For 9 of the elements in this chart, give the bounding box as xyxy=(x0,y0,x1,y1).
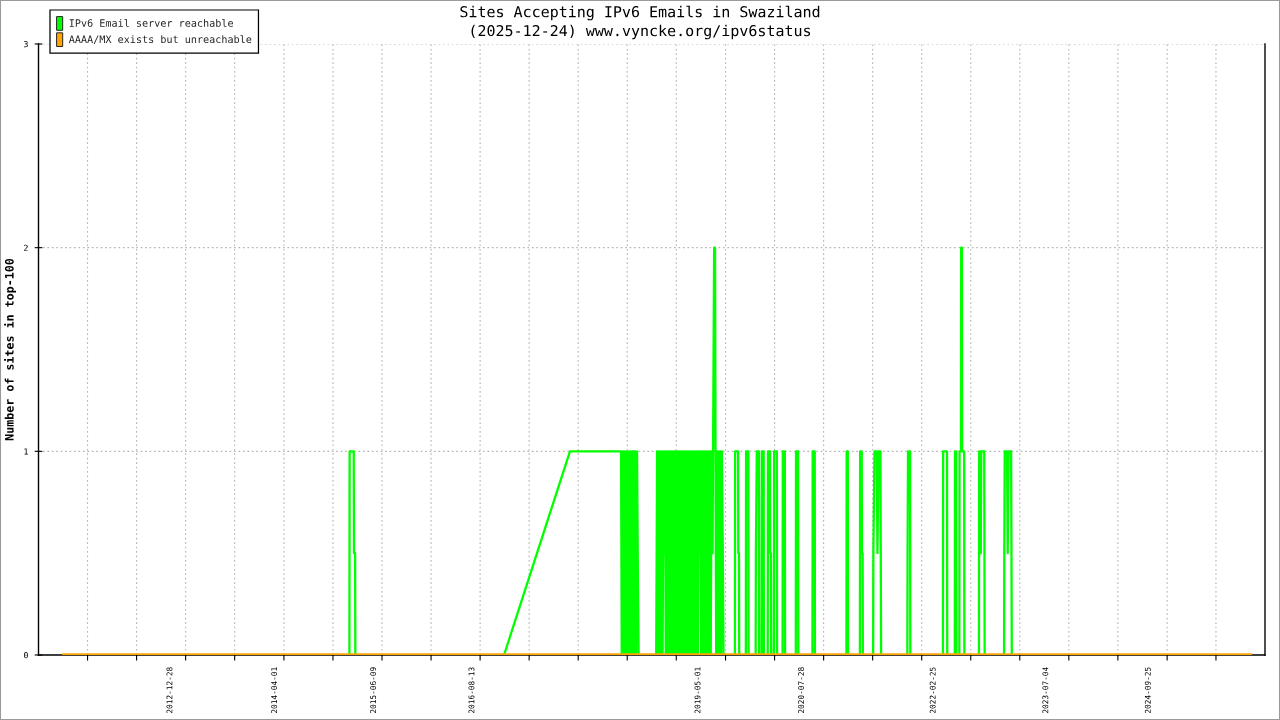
y-tick-label: 3 xyxy=(23,41,28,48)
legend-label: IPv6 Email server reachable xyxy=(69,18,233,27)
y-tick-label: 2 xyxy=(24,244,28,251)
legend-label: AAAA/MX exists but unreachable xyxy=(68,35,252,44)
chart-title: Sites Accepting IPv6 Emails in Swaziland xyxy=(460,5,820,21)
y-axis-title: Number of sites in top-100 xyxy=(4,258,16,441)
y-tick-label: 0 xyxy=(23,652,28,659)
chart-subtitle: (2025-12-24) www.vyncke.org/ipv6status xyxy=(471,24,811,40)
y-tick-label: 1 xyxy=(24,448,28,455)
